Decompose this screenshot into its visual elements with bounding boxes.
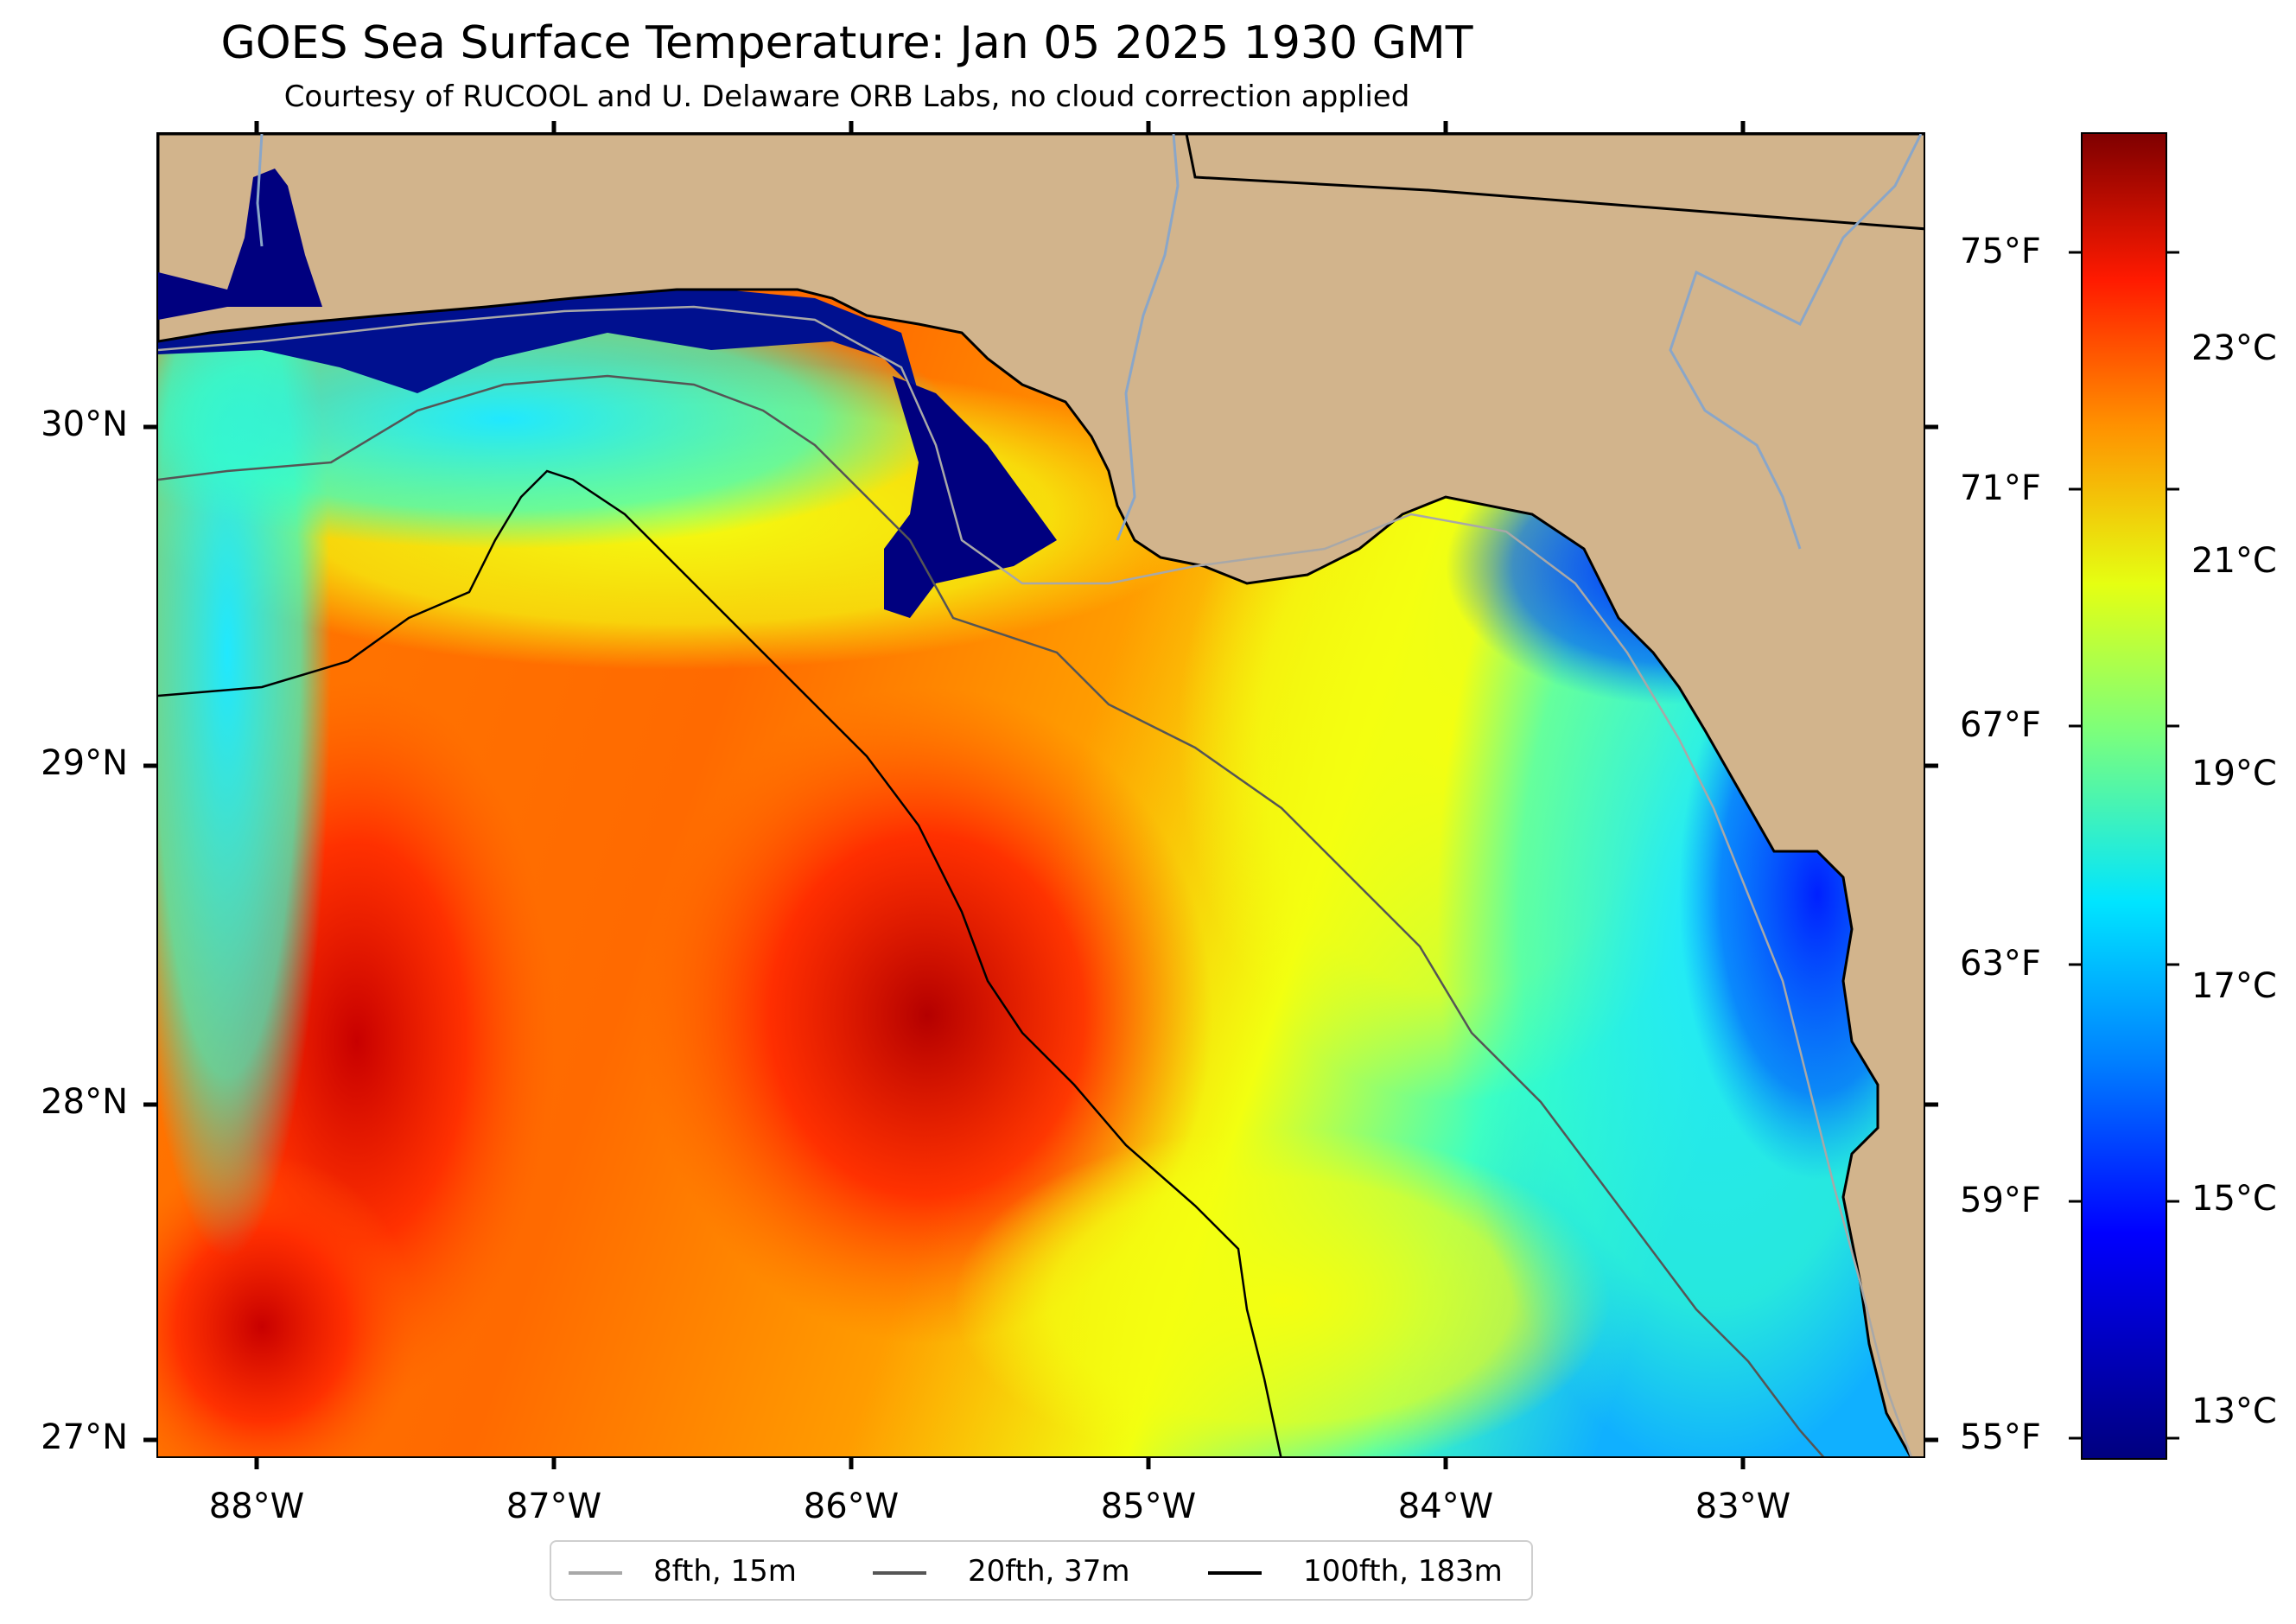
land-mobile-bay-peninsula <box>158 169 322 320</box>
river-apalachicola <box>1116 134 1180 541</box>
colorbar-label-19c: 19°C <box>2191 754 2277 793</box>
sst-yellow-band-south <box>953 1128 1610 1456</box>
temp-label-55f: 55°F <box>1960 1417 2041 1457</box>
legend-line-100fth <box>1208 1571 1262 1575</box>
isobath-20fth <box>158 374 1825 1456</box>
legend-line-8fth <box>569 1571 622 1575</box>
legend-line-20fth <box>873 1571 926 1575</box>
lon-label-88w: 88°W <box>208 1487 305 1526</box>
lat-label-28n: 28°N <box>41 1082 128 1122</box>
isobath-8fth <box>158 305 1912 1456</box>
sst-cold-nearshore-apalachicola <box>884 376 1057 618</box>
sst-map-svg <box>158 134 1924 1456</box>
colorbar-label-23c: 23°C <box>2191 328 2277 368</box>
map-subtitle: Courtesy of RUCOOL and U. Delaware ORB L… <box>283 80 1410 114</box>
temp-label-63f: 63°F <box>1960 944 2041 984</box>
sst-map <box>156 132 1925 1458</box>
state-boundary <box>1185 134 1924 231</box>
legend-label-100fth: 100fth, 183m <box>1303 1554 1503 1589</box>
river-suwannee <box>1669 134 1923 550</box>
lon-label-84w: 84°W <box>1397 1487 1494 1526</box>
isobath-100fth <box>158 469 1282 1456</box>
lon-label-87w: 87°W <box>506 1487 602 1526</box>
land-coastline <box>158 134 1924 1456</box>
map-title: GOES Sea Surface Temperature: Jan 05 202… <box>220 17 1473 69</box>
sst-cold-nearshore-panhandle <box>158 285 919 393</box>
lat-label-29n: 29°N <box>41 743 128 783</box>
colorbar-label-15c: 15°C <box>2191 1179 2277 1219</box>
legend-label-8fth: 8fth, 15m <box>653 1554 797 1589</box>
colorbar <box>2081 132 2167 1460</box>
lon-label-86w: 86°W <box>803 1487 900 1526</box>
lon-label-85w: 85°W <box>1100 1487 1197 1526</box>
colorbar-label-21c: 21°C <box>2191 541 2277 581</box>
temp-label-71f: 71°F <box>1960 468 2041 508</box>
legend-label-20fth: 20fth, 37m <box>968 1554 1130 1589</box>
colorbar-label-13c: 13°C <box>2191 1392 2277 1431</box>
lat-label-30n: 30°N <box>41 404 128 444</box>
isobath-legend: 8fth, 15m 20fth, 37m 100fth, 183m <box>550 1540 1533 1601</box>
temp-label-75f: 75°F <box>1960 232 2041 271</box>
river-west <box>256 134 264 247</box>
colorbar-label-17c: 17°C <box>2191 966 2277 1006</box>
temp-label-59f: 59°F <box>1960 1181 2041 1220</box>
lon-label-83w: 83°W <box>1695 1487 1791 1526</box>
temp-label-67f: 67°F <box>1960 705 2041 745</box>
lat-label-27n: 27°N <box>41 1417 128 1457</box>
